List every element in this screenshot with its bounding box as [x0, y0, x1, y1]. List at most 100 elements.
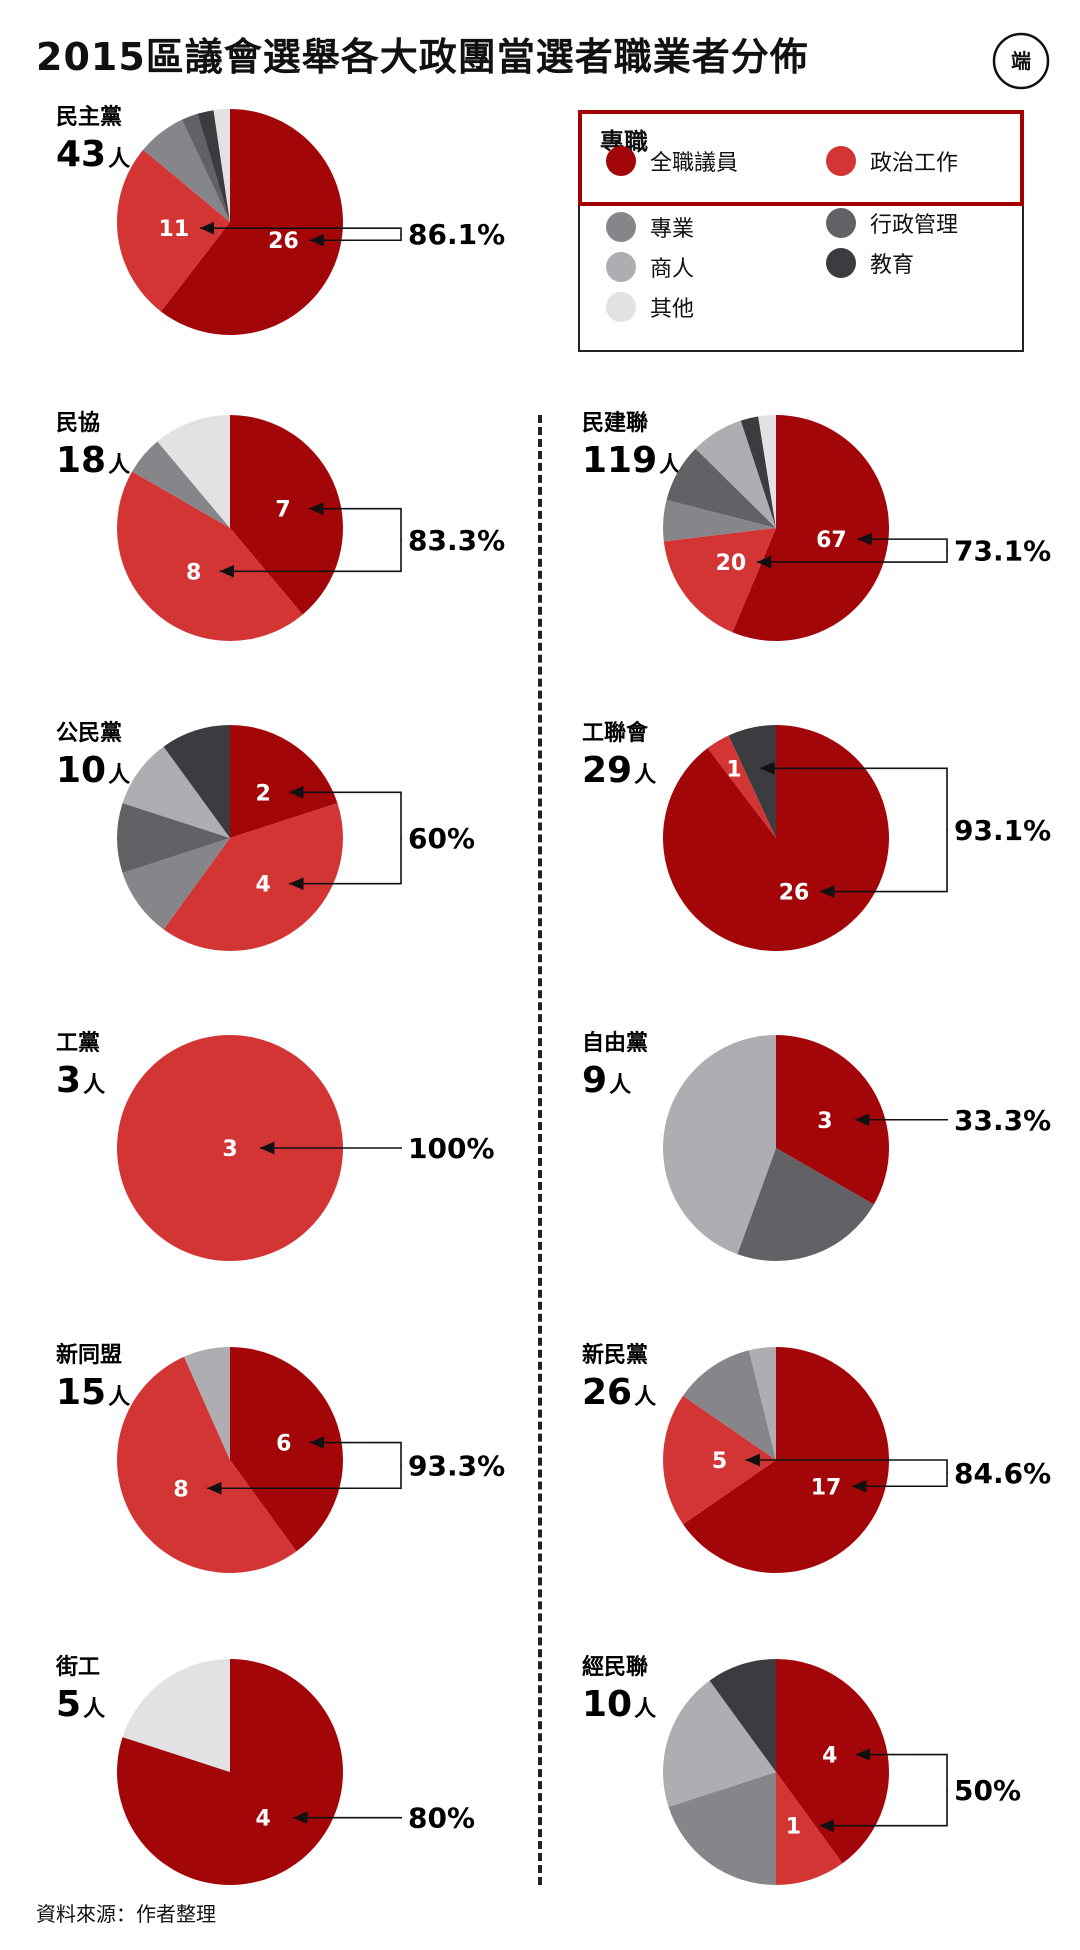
party-unit: 人: [634, 763, 656, 788]
legend-label: 專業: [650, 217, 695, 242]
bracket: [911, 1459, 948, 1488]
pie-slice-political: [663, 528, 776, 633]
legend-label: 商人: [650, 257, 695, 282]
bracket: [365, 791, 402, 885]
pie-民主黨: 民主黨 43 人 26 11 86.1%: [56, 105, 505, 335]
percent-label: 93.3%: [408, 1449, 505, 1482]
slice-value-label: 1: [726, 757, 741, 782]
pie-slice-political: [117, 1035, 343, 1261]
pie-經民聯: 經民聯 10 人 4 1 50%: [582, 1654, 1021, 1885]
pie-slice-admin: [116, 803, 230, 873]
legend-label: 全職議員: [650, 151, 739, 176]
pie-公民黨: 公民黨 10 人 2 4 60%: [56, 721, 475, 951]
pie-slice-business: [663, 1035, 776, 1255]
party-total: 29: [582, 750, 632, 791]
bracket: [911, 538, 948, 563]
legend-swatch: [606, 212, 636, 242]
slice-value-label: 4: [822, 1744, 837, 1769]
slice-value-label: 4: [256, 873, 271, 898]
percent-label: 80%: [408, 1802, 475, 1835]
pie-新同盟: 新同盟 15 人 6 8 93.3%: [56, 1342, 505, 1573]
slice-value-label: 8: [186, 560, 201, 585]
pie-slice-political: [707, 735, 776, 838]
percent-label: 33.3%: [954, 1104, 1051, 1137]
legend-label: 政治工作: [870, 151, 959, 176]
pie-slice-business: [184, 1347, 230, 1460]
party-name: 公民黨: [56, 721, 122, 746]
party-name: 經民聯: [582, 1654, 648, 1680]
slice-value-label: 26: [779, 881, 810, 906]
party-name: 新民黨: [582, 1342, 648, 1368]
pie-slice-full: [230, 415, 344, 615]
pie-新民黨: 新民黨 26 人 17 5 84.6%: [582, 1342, 1051, 1574]
pie-自由黨: 自由黨 9 人 3 33.3%: [582, 1030, 1051, 1262]
source-note: 資料來源：作者整理: [36, 1902, 216, 1926]
pie-slice-education: [197, 110, 230, 222]
pie-slice-full: [776, 1035, 889, 1205]
party-name: 民協: [56, 410, 100, 436]
legend-swatch: [606, 146, 636, 176]
slice-value-label: 11: [159, 217, 190, 242]
page-title: 2015區議會選舉各大政團當選者職業者分佈: [36, 35, 809, 79]
pie-slice-full: [776, 1659, 890, 1864]
pie-slice-admin: [666, 448, 776, 528]
party-unit: 人: [108, 1385, 130, 1410]
slice-value-label: 7: [275, 498, 290, 523]
pie-slice-professional: [132, 441, 230, 528]
party-unit: 人: [609, 1073, 631, 1098]
slice-value-label: 5: [712, 1449, 727, 1474]
slice-value-label: 20: [716, 551, 747, 576]
legend-swatch: [606, 292, 636, 322]
pie-slice-education: [728, 725, 776, 838]
pie-slice-professional: [683, 1350, 776, 1460]
party-name: 民主黨: [56, 105, 122, 130]
pie-slice-full: [732, 415, 889, 642]
pie-slice-other: [122, 1659, 230, 1772]
legend-item-education: 教育: [826, 247, 914, 279]
pie-slice-professional: [662, 499, 776, 542]
party-unit: 人: [634, 1697, 656, 1722]
bracket: [911, 767, 948, 893]
pie-slice-education: [709, 1659, 776, 1772]
legend-item-professional: 專業: [606, 211, 694, 243]
percent-label: 93.1%: [954, 814, 1051, 847]
percent-label: 83.3%: [408, 524, 505, 557]
party-name: 新同盟: [56, 1342, 122, 1368]
pie-slice-political: [116, 471, 303, 642]
party-total: 43: [56, 134, 106, 175]
percent-label: 50%: [954, 1774, 1021, 1807]
pie-slice-political: [662, 1395, 776, 1525]
pie-slice-education: [740, 416, 776, 528]
legend-item-admin: 行政管理: [826, 207, 958, 239]
pie-slice-admin: [182, 113, 230, 222]
pie-slice-business: [122, 746, 230, 838]
party-unit: 人: [83, 1697, 105, 1722]
party-total: 18: [56, 440, 106, 481]
slice-value-label: 17: [811, 1475, 842, 1500]
party-total: 3: [56, 1060, 81, 1101]
slice-value-label: 3: [817, 1109, 832, 1134]
percent-label: 100%: [408, 1132, 495, 1165]
party-unit: 人: [634, 1385, 656, 1410]
party-unit: 人: [659, 453, 681, 478]
pie-slice-other: [157, 415, 230, 528]
pie-slice-other: [213, 109, 230, 222]
pie-slice-full: [230, 725, 338, 838]
party-name: 自由黨: [582, 1030, 648, 1056]
party-total: 15: [56, 1372, 106, 1413]
logo-text: 端: [1011, 49, 1031, 73]
percent-label: 60%: [408, 822, 475, 855]
legend-label: 教育: [870, 253, 915, 278]
pie-slice-political: [116, 149, 230, 312]
pie-slice-political: [163, 803, 343, 951]
percent-label: 84.6%: [954, 1457, 1051, 1490]
slice-value-label: 6: [276, 1432, 291, 1457]
legend-item-other: 其他: [606, 291, 694, 323]
party-unit: 人: [108, 763, 130, 788]
bracket: [365, 227, 402, 242]
party-total: 26: [582, 1372, 632, 1413]
pie-slice-business: [748, 1347, 776, 1460]
legend-label: 行政管理: [870, 213, 959, 238]
pie-工聯會: 工聯會 29 人 26 1 93.1%: [582, 720, 1051, 951]
